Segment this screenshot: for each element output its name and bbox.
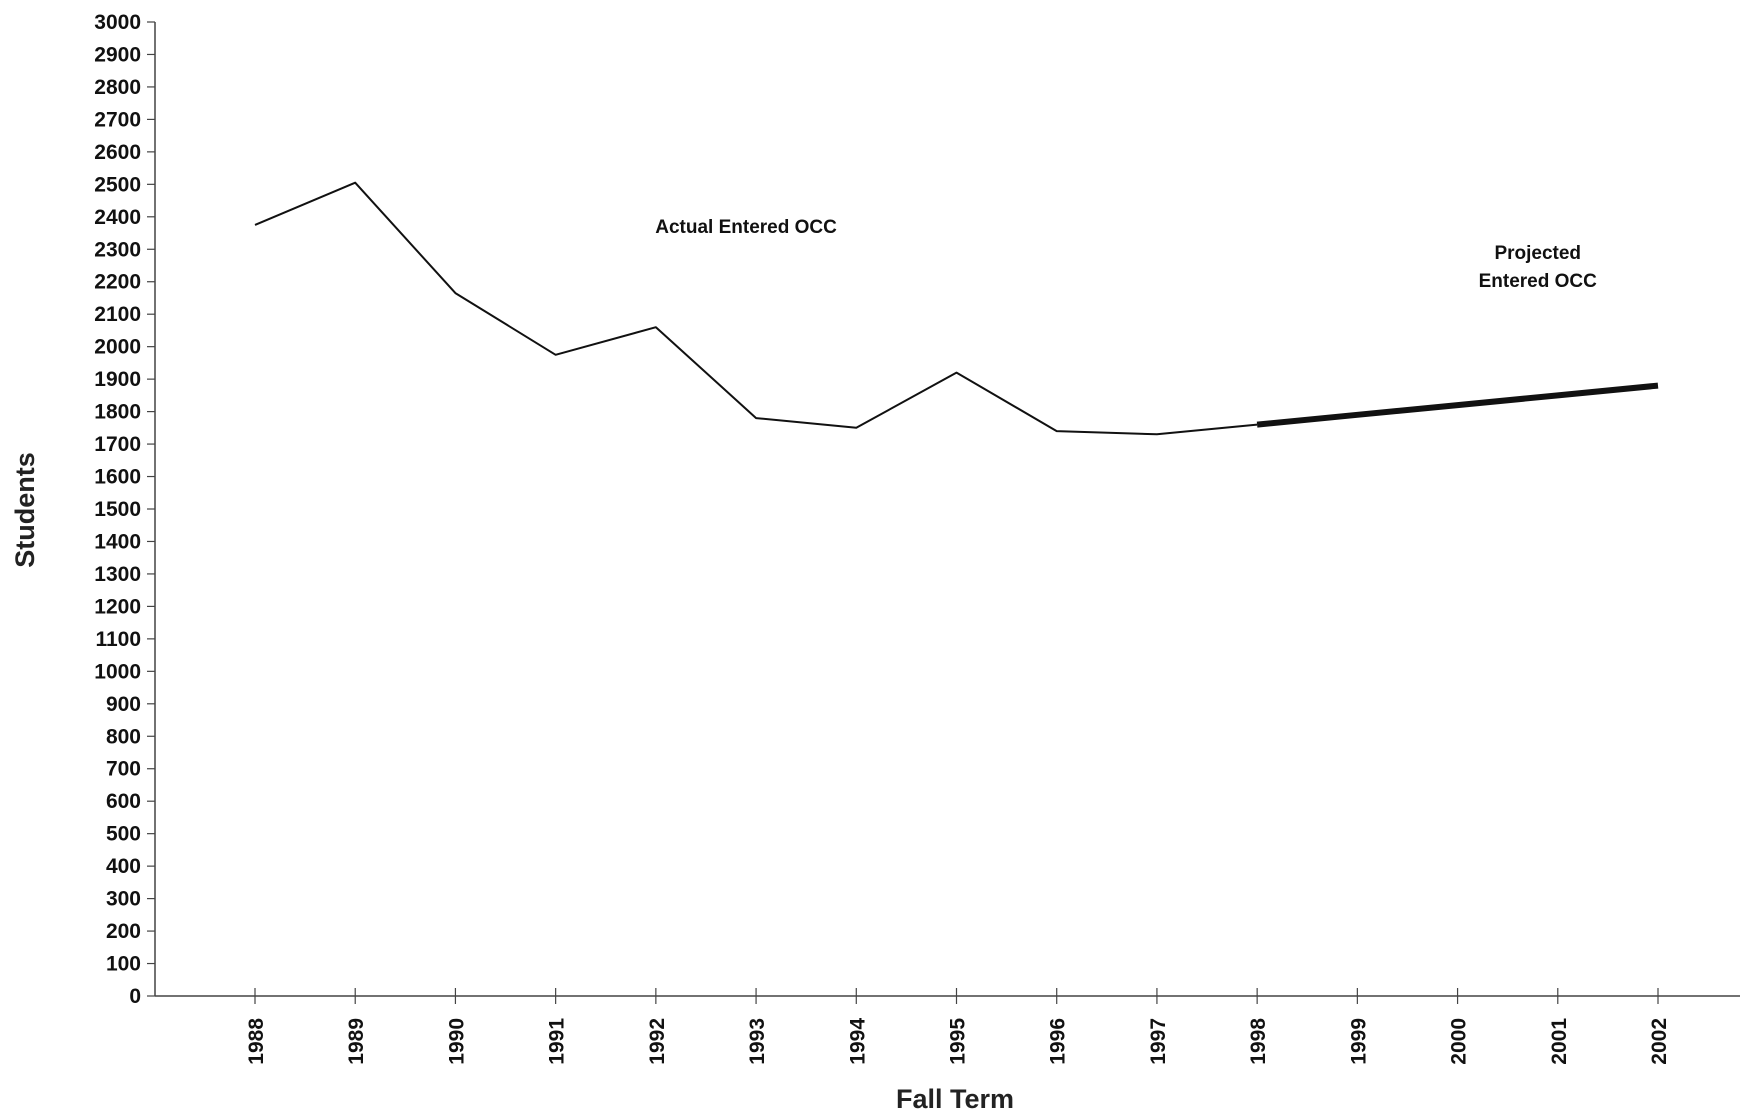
y-tick-label: 2500 xyxy=(94,173,141,196)
y-tick-label: 300 xyxy=(106,888,141,911)
y-tick-label: 2100 xyxy=(94,303,141,326)
y-tick-label: 1800 xyxy=(94,401,141,424)
x-axis-ticks: 1988 1989 1990 1991 1992 1993 1994 1995 1996 1997… xyxy=(245,988,1671,1065)
y-tick-label: 0 xyxy=(129,985,141,1008)
annotation-label: Projected xyxy=(1494,243,1581,264)
y-tick-label: 1700 xyxy=(94,433,141,456)
y-axis-ticks: 0 100 200 300 400 500 600 700 800 900 1000 1100 1200… xyxy=(94,11,155,1008)
y-tick-label: 2000 xyxy=(94,336,141,359)
x-tick-label: 2001 xyxy=(1548,1018,1571,1065)
x-tick-label: 1994 xyxy=(846,1018,869,1065)
y-tick-label: 1200 xyxy=(94,595,141,618)
actual-series-line xyxy=(254,181,1258,436)
x-tick-label: 1993 xyxy=(746,1018,769,1065)
x-tick-label: 1988 xyxy=(245,1018,268,1065)
x-tick-label: 1989 xyxy=(345,1018,368,1065)
x-tick-label: 1998 xyxy=(1247,1018,1270,1065)
y-tick-label: 500 xyxy=(106,823,141,846)
x-tick-label: 1990 xyxy=(445,1018,468,1065)
y-tick-label: 2700 xyxy=(94,108,141,131)
x-tick-label: 2000 xyxy=(1448,1018,1471,1065)
y-tick-label: 2200 xyxy=(94,271,141,294)
y-tick-label: 600 xyxy=(106,790,141,813)
y-tick-label: 2300 xyxy=(94,238,141,261)
y-tick-label: 1400 xyxy=(94,530,141,553)
y-tick-label: 700 xyxy=(106,758,141,781)
y-tick-label: 900 xyxy=(106,693,141,716)
y-tick-label: 1500 xyxy=(94,498,141,521)
y-tick-label: 1900 xyxy=(94,368,141,391)
y-tick-label: 2600 xyxy=(94,141,141,164)
y-tick-label: 1300 xyxy=(94,563,141,586)
x-tick-label: 1999 xyxy=(1347,1018,1370,1065)
x-tick-label: 1992 xyxy=(646,1018,669,1065)
x-tick-label: 2002 xyxy=(1648,1018,1671,1065)
x-tick-label: 1997 xyxy=(1147,1018,1170,1065)
x-tick-label: 1991 xyxy=(546,1018,569,1065)
y-tick-label: 1100 xyxy=(95,628,141,651)
y-tick-label: 1600 xyxy=(94,466,141,489)
y-tick-label: 100 xyxy=(106,953,141,976)
annotation-label: Entered OCC xyxy=(1479,271,1598,292)
projected-series-line xyxy=(1256,382,1659,428)
y-tick-label: 2400 xyxy=(94,206,141,229)
x-tick-label: 1995 xyxy=(947,1018,970,1065)
y-tick-label: 800 xyxy=(106,725,141,748)
y-tick-label: 3000 xyxy=(94,11,141,34)
y-tick-label: 2900 xyxy=(94,43,141,66)
x-axis-title: Fall Term xyxy=(896,1084,1014,1113)
y-tick-label: 400 xyxy=(106,855,141,878)
series-lines xyxy=(254,181,1659,436)
x-tick-label: 1996 xyxy=(1047,1018,1070,1065)
y-tick-label: 2800 xyxy=(94,76,141,99)
y-tick-label: 1000 xyxy=(94,660,141,683)
y-axis-title: Students xyxy=(10,452,40,568)
annotations: Actual Entered OCC Projected Entered OCC xyxy=(655,217,1597,292)
y-tick-label: 200 xyxy=(106,920,141,943)
annotation-label: Actual Entered OCC xyxy=(655,217,837,238)
